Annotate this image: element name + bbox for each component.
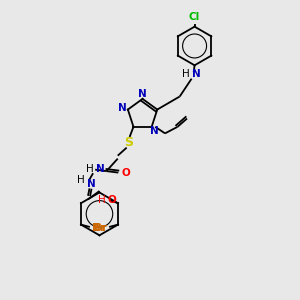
Text: O: O xyxy=(121,168,130,178)
Text: Br: Br xyxy=(92,223,105,232)
Text: Br: Br xyxy=(94,223,107,232)
Text: H: H xyxy=(98,195,106,205)
Text: H: H xyxy=(182,69,190,79)
Text: N: N xyxy=(150,126,159,136)
Text: S: S xyxy=(124,136,133,149)
Text: N: N xyxy=(138,88,147,98)
Text: N: N xyxy=(118,103,127,113)
Text: O: O xyxy=(108,195,116,205)
Text: H: H xyxy=(77,175,85,185)
Text: N: N xyxy=(87,179,95,189)
Text: Cl: Cl xyxy=(189,12,200,22)
Text: N: N xyxy=(192,69,200,79)
Text: H: H xyxy=(86,164,94,174)
Text: N: N xyxy=(96,164,105,174)
